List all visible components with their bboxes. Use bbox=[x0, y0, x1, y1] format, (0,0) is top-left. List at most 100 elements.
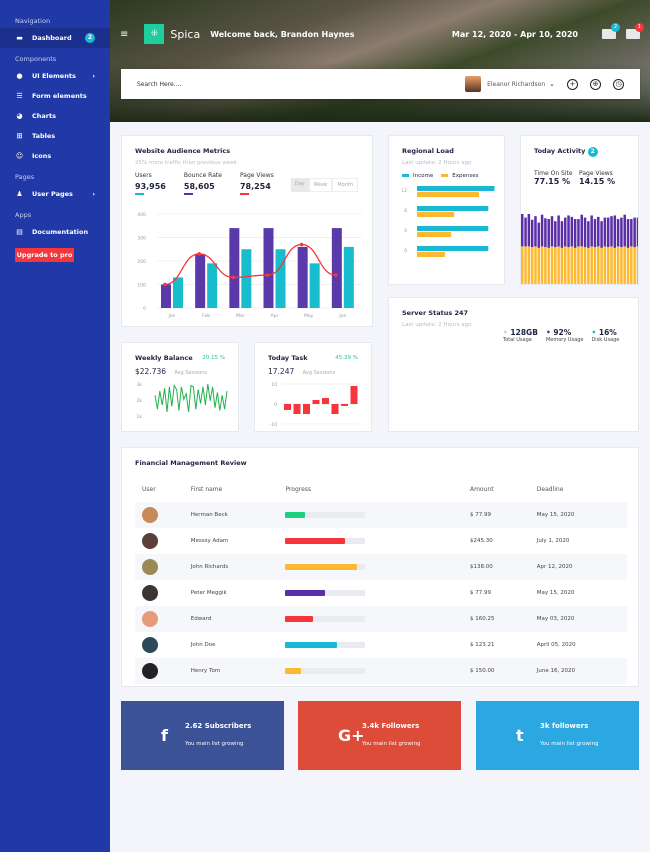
bar bbox=[341, 404, 348, 406]
search-input[interactable] bbox=[137, 80, 466, 88]
bar bbox=[309, 263, 320, 308]
sidebar-item-documentation[interactable]: ▤ Documentation bbox=[0, 222, 110, 242]
range-month[interactable]: Month bbox=[332, 178, 358, 192]
server-stat-2: • 16% Disk Usage bbox=[591, 328, 620, 343]
clock-icon[interactable]: ◷ bbox=[613, 78, 624, 90]
sidebar-item-dashboard[interactable]: ▬ Dashboard 2 bbox=[0, 28, 110, 48]
first-name: Henry Tom bbox=[183, 658, 279, 684]
bar bbox=[241, 249, 252, 308]
table-row[interactable]: Herman Beck $ 77.99 May 15, 2020 bbox=[135, 502, 627, 528]
bar-segment bbox=[610, 216, 613, 247]
progress-bar bbox=[285, 564, 366, 570]
social-card-1[interactable]: G+ 3.4k Followers You main list growing bbox=[298, 701, 461, 770]
bar bbox=[417, 232, 452, 237]
bar-segment bbox=[583, 247, 587, 284]
facebook-icon: f bbox=[161, 726, 168, 745]
column-header: Deadline bbox=[536, 485, 564, 493]
sidebar-item-form-elements[interactable]: ☰ Form elements bbox=[0, 86, 110, 106]
monitor-icon: ▬ bbox=[16, 34, 23, 42]
upgrade-button[interactable]: Upgrade to pro bbox=[15, 248, 74, 262]
avatar[interactable] bbox=[465, 76, 482, 92]
card-subtitle: Last update: 2 Hours ago bbox=[402, 160, 472, 166]
sidebar-item-ui-elements[interactable]: ● UI Elements › bbox=[0, 66, 110, 86]
user-name[interactable]: Eleanor Richardson bbox=[487, 80, 546, 88]
bar-segment bbox=[587, 221, 590, 248]
globe-icon[interactable]: ⊕ bbox=[590, 78, 601, 90]
bar-segment bbox=[534, 246, 537, 284]
bar-segment bbox=[616, 246, 620, 284]
bar-segment bbox=[610, 246, 613, 284]
sidebar-item-label: Tables bbox=[32, 132, 56, 140]
range-week[interactable]: Week bbox=[308, 178, 333, 192]
mail-icon[interactable]: 1 bbox=[626, 23, 644, 39]
notification-badge: 2 bbox=[611, 23, 620, 32]
bar bbox=[275, 249, 286, 308]
bar-segment bbox=[554, 247, 557, 284]
avatar bbox=[142, 663, 158, 679]
bar-segment bbox=[573, 219, 577, 248]
line-series bbox=[154, 383, 228, 413]
sidebar-item-icons[interactable]: ☺ Icons bbox=[0, 146, 110, 166]
bar bbox=[417, 252, 445, 257]
bar bbox=[173, 277, 183, 308]
card-subtitle: 25% more traffic than previous week bbox=[135, 160, 237, 166]
x-tick-label: Jan bbox=[168, 313, 176, 319]
sidebar: Navigation ▬ Dashboard 2 Components ● UI El… bbox=[0, 0, 110, 852]
bar-segment bbox=[593, 247, 597, 284]
dashboard-badge: 2 bbox=[85, 33, 95, 43]
bar-segment bbox=[636, 217, 638, 247]
deadline: June 16, 2020 bbox=[529, 658, 627, 684]
y-tick-label: 0 bbox=[143, 306, 146, 312]
date-range[interactable]: Mar 12, 2020 - Apr 10, 2020 bbox=[451, 29, 578, 39]
bar bbox=[312, 400, 320, 404]
social-card-0[interactable]: f 2.62 Subscribers You main list growing bbox=[121, 701, 284, 770]
sidebar-item-charts[interactable]: ◕ Charts bbox=[0, 106, 110, 126]
deadline: April 05, 2020 bbox=[536, 642, 576, 648]
bar-segment bbox=[630, 219, 633, 247]
bar-segment bbox=[613, 247, 617, 284]
table-row[interactable]: Henry Tom $ 150.00 June 16, 2020 bbox=[135, 658, 627, 684]
bar-segment bbox=[630, 246, 633, 284]
sidebar-item-user-pages[interactable]: ♟ User Pages › bbox=[0, 184, 110, 204]
chevron-down-icon[interactable]: ⌄ bbox=[549, 80, 555, 88]
bar-segment bbox=[606, 217, 610, 248]
bar-segment bbox=[623, 246, 626, 284]
sidebar-item-label: Charts bbox=[32, 112, 56, 120]
progress-bar bbox=[285, 512, 366, 518]
menu-icon[interactable]: ≡ bbox=[120, 28, 129, 40]
bar-segment bbox=[633, 217, 636, 248]
book-icon: ▤ bbox=[16, 228, 23, 236]
bar-segment bbox=[567, 215, 570, 248]
social-card-2[interactable]: t 3k followers You main list growing bbox=[476, 701, 639, 770]
range-day[interactable]: Day bbox=[290, 178, 309, 192]
table-row[interactable]: Messsy Adam $245.30 July 1, 2020 bbox=[135, 528, 627, 554]
amount: $ 123.21 bbox=[469, 642, 495, 648]
bar-segment bbox=[557, 215, 560, 247]
table-row[interactable]: John Richards $138.00 Apr 12, 2020 bbox=[135, 554, 627, 580]
sidebar-item-tables[interactable]: ⊞ Tables bbox=[0, 126, 110, 146]
table-row[interactable]: Peter Meggik $ 77.99 May 15, 2020 bbox=[135, 580, 627, 606]
sidebar-item-label: UI Elements bbox=[32, 72, 76, 80]
weekly-chart: 1k 2k 3k bbox=[137, 382, 228, 420]
first-name: Herman Beck bbox=[183, 502, 279, 528]
table-row[interactable]: Edward $ 160.25 May 03, 2020 bbox=[135, 606, 627, 632]
card-subtitle: Last update: 2 Hours ago bbox=[402, 322, 472, 328]
twitter-icon: t bbox=[516, 726, 524, 745]
bar bbox=[350, 386, 358, 404]
notification-icon[interactable]: 2 bbox=[602, 23, 620, 39]
bar-segment bbox=[524, 246, 527, 284]
table-row[interactable]: John Doe $ 123.21 April 05, 2020 bbox=[135, 632, 627, 658]
card-title: Regional Load bbox=[402, 147, 454, 155]
bar-segment bbox=[620, 217, 623, 248]
server-stat-1: • 92% Memory Usage bbox=[545, 328, 584, 343]
bar-segment bbox=[521, 214, 524, 247]
y-tick-label: 12 bbox=[401, 188, 407, 194]
amount: $ 160.25 bbox=[462, 606, 530, 632]
plus-circle-icon[interactable]: + bbox=[567, 78, 578, 90]
stat-1: Bounce Rate 58,605 bbox=[183, 172, 222, 195]
bar bbox=[161, 284, 171, 308]
bar-segment bbox=[577, 219, 580, 247]
y-tick-label: 300 bbox=[137, 236, 146, 242]
column-header: Progress bbox=[285, 485, 312, 493]
legend: Income Expenses bbox=[402, 173, 478, 179]
